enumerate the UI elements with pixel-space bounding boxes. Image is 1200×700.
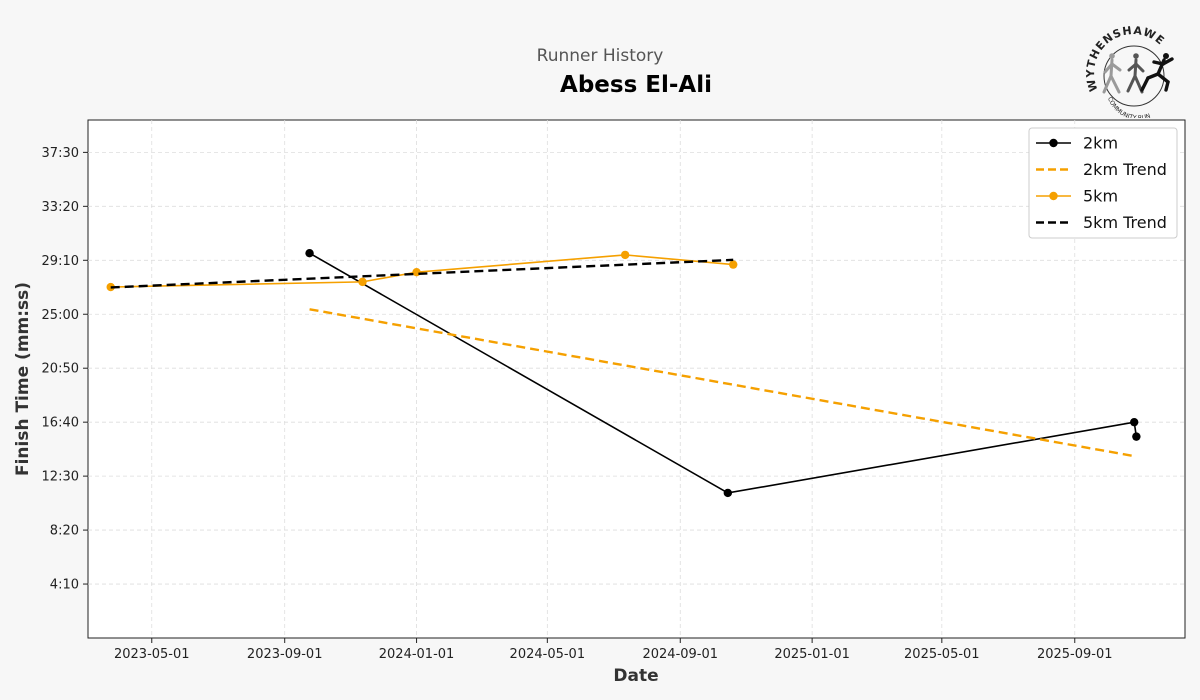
legend-marker-2km: [1049, 138, 1058, 148]
data-point-2km: [1132, 432, 1141, 441]
y-tick-label: 25:00: [42, 308, 79, 323]
data-point-2km: [305, 248, 314, 258]
series-line-2km: [309, 252, 1138, 494]
legend-label-5km: 5km: [1083, 187, 1118, 206]
legend-label-2km-trend: 2km Trend: [1083, 160, 1167, 179]
wythenshawe-logo: WYTHENSHAWE COMMUNITY RUN: [1086, 26, 1174, 118]
legend-label-2km: 2km: [1083, 134, 1118, 153]
data-point-5km: [358, 277, 367, 287]
data-point-2km: [1130, 417, 1139, 427]
x-tick-label: 2024-09-01: [642, 647, 718, 662]
grid-lines: [88, 120, 1185, 638]
y-axis-label: Finish Time (mm:ss): [13, 282, 33, 476]
data-point-5km: [620, 250, 630, 260]
y-tick-label: 12:30: [42, 470, 79, 485]
x-tick-label: 2024-01-01: [379, 647, 455, 662]
x-tick-label: 2024-05-01: [510, 647, 586, 662]
y-tick-label: 37:30: [42, 146, 79, 161]
x-tick-label: 2025-01-01: [774, 647, 850, 662]
y-tick-label: 33:20: [42, 200, 79, 215]
runner-figures-icon: [1102, 53, 1174, 94]
y-axis: 4:10 8:20 12:30 16:40 20:50 25:00 29:10 33:20 37…: [42, 146, 88, 593]
data-point-5km: [729, 260, 738, 269]
y-tick-label: 29:10: [42, 254, 79, 269]
y-tick-label: 8:20: [50, 524, 79, 539]
y-tick-label: 16:40: [42, 416, 79, 431]
x-tick-label: 2025-09-01: [1037, 647, 1113, 662]
legend-label-5km-trend: 5km Trend: [1083, 213, 1167, 232]
chart-title: Abess El-Ali: [560, 72, 712, 98]
legend-marker-5km: [1049, 191, 1058, 201]
y-tick-label: 20:50: [42, 362, 79, 377]
x-axis-label: Date: [613, 666, 658, 686]
chart-subtitle: Runner History: [536, 46, 664, 66]
series-line-5km-trend: [110, 258, 734, 289]
x-tick-label: 2023-09-01: [247, 647, 323, 662]
x-tick-label: 2025-05-01: [904, 647, 980, 662]
x-axis: 2023-05-01 2023-09-01 2024-01-01 2024-05-01…: [114, 638, 1113, 662]
data-point-2km: [723, 488, 733, 498]
data-point-5km: [412, 267, 421, 277]
plot-area: [87, 119, 1186, 639]
legend: 2km 2km Trend 5km 5km Trend: [1028, 127, 1178, 239]
x-tick-label: 2023-05-01: [114, 647, 190, 662]
legend-box: [1028, 127, 1178, 239]
y-tick-label: 4:10: [50, 578, 79, 593]
series-group: [106, 248, 1141, 498]
